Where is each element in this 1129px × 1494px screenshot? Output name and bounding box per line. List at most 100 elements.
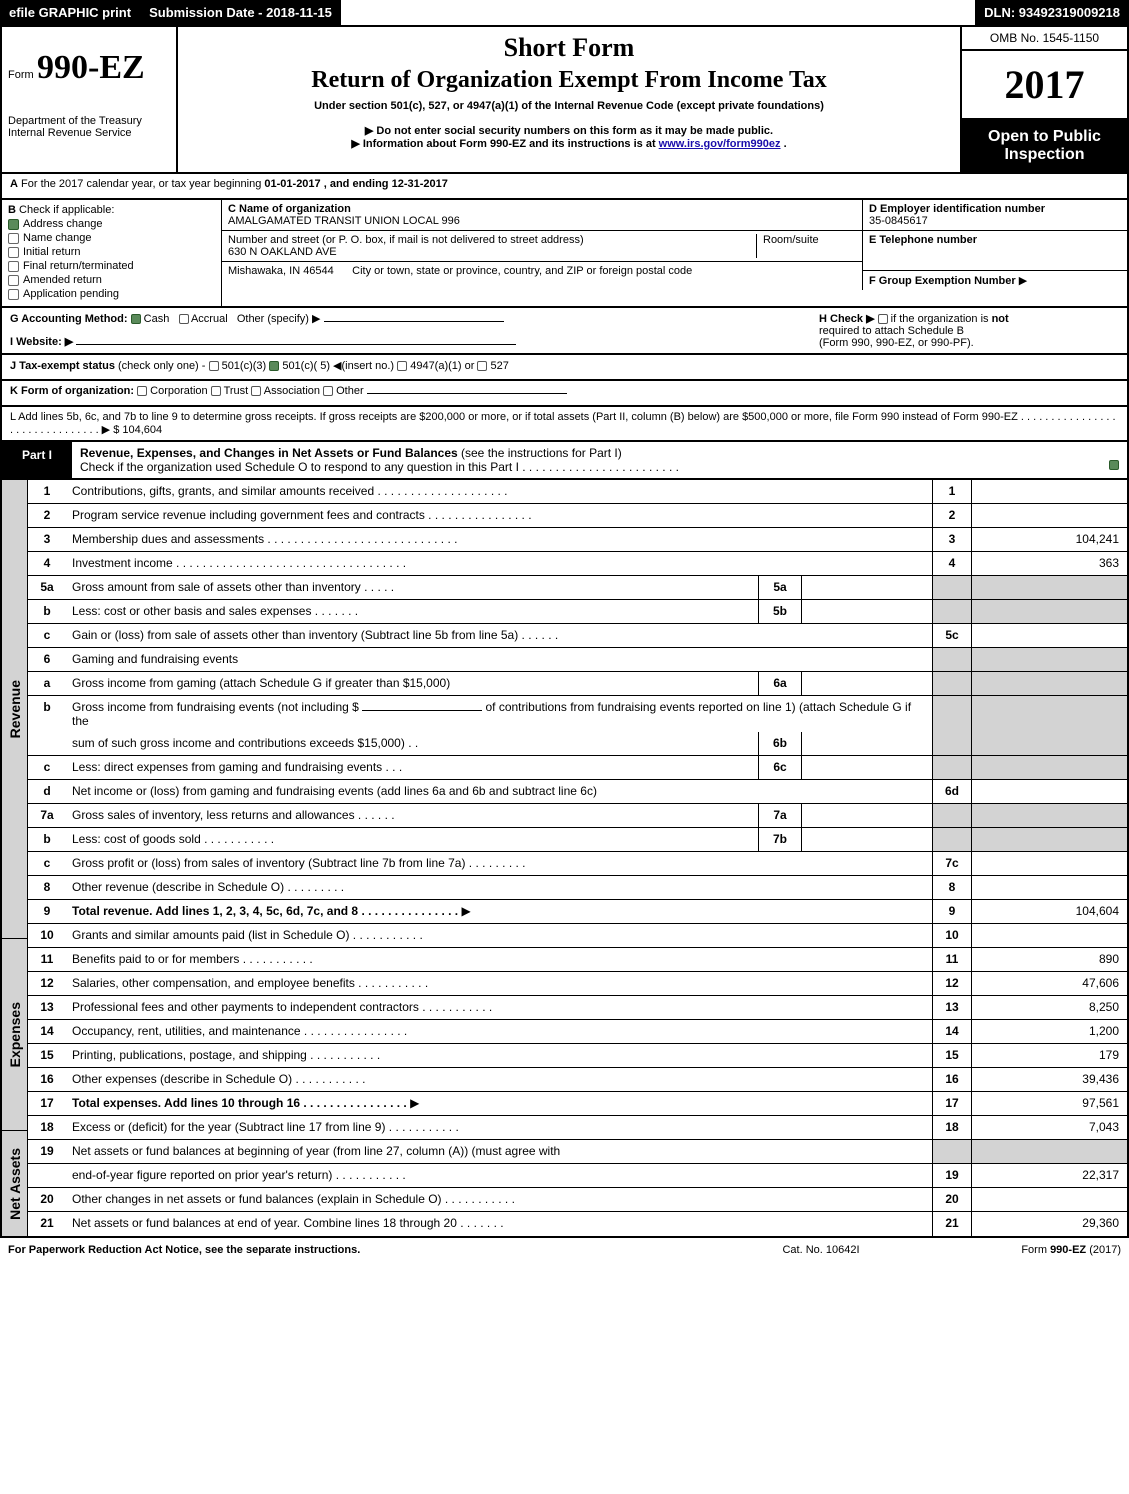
h-pre: H Check ▶ bbox=[819, 313, 875, 325]
line-num-grey bbox=[932, 600, 972, 623]
f-group: F Group Exemption Number ▶ bbox=[862, 271, 1127, 290]
mini-val bbox=[802, 804, 932, 827]
bullet-info: ▶ Information about Form 990-EZ and its … bbox=[184, 137, 954, 150]
mini-num: 5a bbox=[758, 576, 802, 599]
b-option-1: Name change bbox=[8, 232, 215, 244]
row-num: 8 bbox=[28, 876, 66, 899]
b-checkbox-3[interactable] bbox=[8, 261, 19, 272]
section-gh: G Accounting Method: Cash Accrual Other … bbox=[0, 308, 1129, 355]
line-val bbox=[972, 780, 1127, 803]
title-short-form: Short Form bbox=[184, 33, 954, 63]
j-checkbox-0[interactable] bbox=[209, 361, 219, 371]
k-checkbox-3[interactable] bbox=[323, 386, 333, 396]
col-def: D Employer identification number 35-0845… bbox=[862, 200, 1127, 306]
line-val: 39,436 bbox=[972, 1068, 1127, 1091]
part1-check: Check if the organization used Schedule … bbox=[80, 460, 679, 474]
row-b: bLess: cost or other basis and sales exp… bbox=[28, 600, 1127, 624]
mini-val bbox=[802, 576, 932, 599]
bullet-ssn: ▶ Do not enter social security numbers o… bbox=[184, 124, 954, 137]
line-num: 5c bbox=[932, 624, 972, 647]
line-num: 18 bbox=[932, 1116, 972, 1139]
row-19: 19Net assets or fund balances at beginni… bbox=[28, 1140, 1127, 1164]
line-num: 13 bbox=[932, 996, 972, 1019]
k-checkbox-1[interactable] bbox=[211, 386, 221, 396]
row-3: 3Membership dues and assessments . . . .… bbox=[28, 528, 1127, 552]
g-cash-checkbox[interactable] bbox=[131, 314, 141, 324]
b-checkbox-5[interactable] bbox=[8, 289, 19, 300]
row-num: 17 bbox=[28, 1092, 66, 1115]
h-checkbox[interactable] bbox=[878, 314, 888, 324]
row-desc: Net assets or fund balances at end of ye… bbox=[66, 1212, 932, 1236]
part1-tab: Part I bbox=[2, 442, 72, 478]
row-desc: Gain or (loss) from sale of assets other… bbox=[66, 624, 932, 647]
c-room-label: Room/suite bbox=[756, 234, 856, 258]
b-checkbox-0[interactable] bbox=[8, 219, 19, 230]
part1-checkbox[interactable] bbox=[1109, 460, 1119, 470]
row-num: 7a bbox=[28, 804, 66, 827]
line-val: 1,200 bbox=[972, 1020, 1127, 1043]
row-12: 12Salaries, other compensation, and empl… bbox=[28, 972, 1127, 996]
row-20: 20Other changes in net assets or fund ba… bbox=[28, 1188, 1127, 1212]
row-desc: Excess or (deficit) for the year (Subtra… bbox=[66, 1116, 932, 1139]
row-desc: Professional fees and other payments to … bbox=[66, 996, 932, 1019]
b-option-2: Initial return bbox=[8, 246, 215, 258]
line-val bbox=[972, 1188, 1127, 1211]
k-checkbox-2[interactable] bbox=[251, 386, 261, 396]
footer: For Paperwork Reduction Act Notice, see … bbox=[0, 1238, 1129, 1262]
subtitle: Under section 501(c), 527, or 4947(a)(1)… bbox=[184, 100, 954, 112]
j-checkbox-1[interactable] bbox=[269, 361, 279, 371]
section-l: L Add lines 5b, 6c, and 7b to line 9 to … bbox=[0, 407, 1129, 442]
b-title: Check if applicable: bbox=[19, 204, 114, 216]
line-val: 104,241 bbox=[972, 528, 1127, 551]
row-desc: Other expenses (describe in Schedule O) … bbox=[66, 1068, 932, 1091]
row-num: 14 bbox=[28, 1020, 66, 1043]
l-text: L Add lines 5b, 6c, and 7b to line 9 to … bbox=[10, 411, 1116, 436]
row-: sum of such gross income and contributio… bbox=[28, 732, 1127, 756]
line-val-grey bbox=[972, 696, 1127, 732]
b-checkbox-4[interactable] bbox=[8, 275, 19, 286]
b-label-4: Amended return bbox=[23, 274, 102, 286]
irs-link[interactable]: www.irs.gov/form990ez bbox=[659, 138, 781, 150]
sidebar-netassets-label: Net Assets bbox=[5, 1140, 25, 1228]
k-checkbox-0[interactable] bbox=[137, 386, 147, 396]
line-num bbox=[932, 1140, 972, 1163]
line-val-grey bbox=[972, 828, 1127, 851]
section-a: A For the 2017 calendar year, or tax yea… bbox=[0, 174, 1129, 200]
row-num: 13 bbox=[28, 996, 66, 1019]
row-num: 9 bbox=[28, 900, 66, 923]
row-b: bLess: cost of goods sold . . . . . . . … bbox=[28, 828, 1127, 852]
row-c: cLess: direct expenses from gaming and f… bbox=[28, 756, 1127, 780]
line-num: 17 bbox=[932, 1092, 972, 1115]
col-c: C Name of organization AMALGAMATED TRANS… bbox=[222, 200, 862, 306]
section-j: J Tax-exempt status (check only one) - 5… bbox=[0, 355, 1129, 381]
b-checkbox-2[interactable] bbox=[8, 247, 19, 258]
efile-print-label[interactable]: efile GRAPHIC print bbox=[0, 0, 140, 25]
mini-num: 6a bbox=[758, 672, 802, 695]
row-8: 8Other revenue (describe in Schedule O) … bbox=[28, 876, 1127, 900]
b-checkbox-1[interactable] bbox=[8, 233, 19, 244]
j-note: (check only one) - bbox=[118, 360, 205, 372]
row-desc: Gross profit or (loss) from sales of inv… bbox=[66, 852, 932, 875]
row-desc: Total expenses. Add lines 10 through 16 … bbox=[66, 1092, 932, 1115]
g-accrual-checkbox[interactable] bbox=[179, 314, 189, 324]
row-desc: Investment income . . . . . . . . . . . … bbox=[66, 552, 932, 575]
row-desc: Gross sales of inventory, less returns a… bbox=[66, 804, 758, 827]
b-label-0: Address change bbox=[23, 218, 103, 230]
row-num: 5a bbox=[28, 576, 66, 599]
row-desc: Benefits paid to or for members . . . . … bbox=[66, 948, 932, 971]
line-num-grey bbox=[932, 696, 972, 732]
mini-num: 6b bbox=[758, 732, 802, 755]
line-num: 4 bbox=[932, 552, 972, 575]
row-num: 1 bbox=[28, 480, 66, 503]
row-7a: 7aGross sales of inventory, less returns… bbox=[28, 804, 1127, 828]
j-checkbox-2[interactable] bbox=[397, 361, 407, 371]
line-val: 8,250 bbox=[972, 996, 1127, 1019]
c-name: C Name of organization AMALGAMATED TRANS… bbox=[222, 200, 862, 231]
row-desc: Salaries, other compensation, and employ… bbox=[66, 972, 932, 995]
line-num-grey bbox=[932, 576, 972, 599]
row-num: 6 bbox=[28, 648, 66, 671]
bullet-info-post: . bbox=[784, 138, 787, 150]
j-checkbox-3[interactable] bbox=[477, 361, 487, 371]
k-label: K Form of organization: bbox=[10, 385, 134, 397]
row-num: 11 bbox=[28, 948, 66, 971]
